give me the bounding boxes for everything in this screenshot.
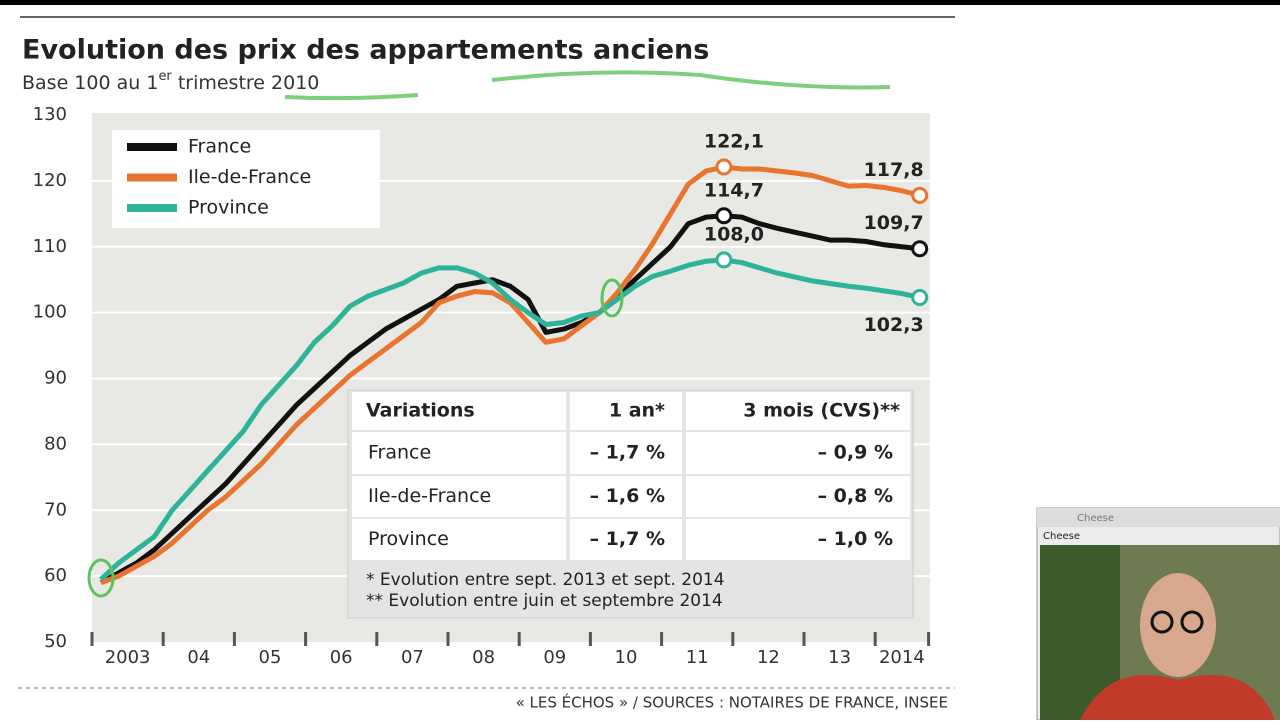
table-cell-text: – 0,9 %: [818, 442, 893, 464]
point-marker: [911, 240, 929, 258]
webcam-window: Cheese Cheese: [1036, 507, 1280, 721]
y-tick-label: 60: [44, 565, 67, 586]
table-note: ** Evolution entre juin et septembre 201…: [366, 591, 723, 611]
table-cell: [686, 519, 910, 560]
highlighter: [87, 558, 115, 598]
x-tick-label: 13: [828, 647, 851, 668]
video-shirt: [1080, 675, 1275, 720]
table-cell-text: Ile-de-France: [368, 485, 491, 507]
y-tick-label: 130: [33, 104, 67, 125]
video-face: [1140, 573, 1216, 677]
table-cell-text: – 1,0 %: [818, 528, 893, 550]
top-bar: [0, 0, 1280, 5]
table-cell: [686, 392, 910, 430]
data-label: 108,0: [704, 223, 764, 245]
y-tick-label: 90: [44, 368, 67, 389]
table-cell: [352, 392, 566, 430]
x-tick-label: 2014: [879, 647, 925, 668]
y-tick-label: 110: [33, 236, 67, 257]
x-tick-label: 11: [686, 647, 709, 668]
y-tick-label: 120: [33, 170, 67, 191]
table-cell: [352, 432, 566, 474]
table-cell-text: Province: [368, 528, 449, 550]
x-tick-label: 09: [543, 647, 566, 668]
table-cell: [352, 476, 566, 517]
series-line: [100, 164, 921, 586]
x-tick-label: 10: [615, 647, 638, 668]
x-tick-label: 12: [757, 647, 780, 668]
chart-title: Evolution des prix des appartements anci…: [22, 35, 709, 66]
y-tick-label: 50: [44, 631, 67, 652]
legend-label: Province: [188, 197, 269, 219]
series-line: [99, 213, 920, 585]
point-marker: [715, 158, 733, 176]
subtitle-part: Base 100 au 1: [22, 72, 158, 94]
data-label: 109,7: [864, 212, 924, 234]
data-label: 122,1: [704, 131, 764, 153]
legend-label: Ile-de-France: [188, 166, 311, 188]
point-marker: [911, 186, 929, 204]
table-cell: [570, 476, 682, 517]
table-cell: [686, 476, 910, 517]
point-marker: [715, 207, 733, 225]
source: « LES ÉCHOS » / SOURCES : NOTAIRES DE FR…: [516, 693, 948, 712]
table-header: Variations: [366, 400, 475, 422]
window-titlebar: [1037, 508, 1280, 527]
table-cell: [570, 392, 682, 430]
table-cell: [686, 432, 910, 474]
subtitle: Base 100 au 1er trimestre 2010: [22, 69, 319, 94]
series-line: [99, 257, 921, 582]
data-label: 114,7: [704, 179, 764, 201]
legend-label: France: [188, 136, 251, 158]
table-note: * Evolution entre sept. 2013 et sept. 20…: [366, 570, 725, 590]
x-tick-label: 04: [187, 647, 210, 668]
table-cell-text: – 1,7 %: [590, 442, 665, 464]
table-cell-text: – 1,7 %: [590, 528, 665, 550]
table-cell-text: France: [368, 442, 431, 464]
window-title: Cheese: [1077, 513, 1114, 524]
table-cell-text: – 1,6 %: [590, 485, 665, 507]
table-cell: [570, 432, 682, 474]
table-cell: [352, 519, 566, 560]
y-tick-label: 70: [44, 499, 67, 520]
video-glasses: [1180, 610, 1204, 634]
x-tick-label: 06: [330, 647, 353, 668]
y-tick-label: 80: [44, 433, 67, 454]
subtitle-sup: er: [158, 69, 172, 84]
x-tick-label: 05: [259, 647, 282, 668]
data-label: 102,3: [864, 314, 924, 336]
data-label: 117,8: [864, 159, 924, 181]
highlighter: [284, 70, 891, 101]
x-tick-label: 07: [401, 647, 424, 668]
table-cell-text: – 0,8 %: [818, 485, 893, 507]
y-tick-label: 100: [33, 302, 67, 323]
x-tick-label: 2003: [105, 647, 151, 668]
table-header: 1 an*: [609, 400, 665, 422]
x-tick-label: 08: [472, 647, 495, 668]
window-label: Cheese: [1043, 531, 1080, 542]
point-marker: [911, 288, 929, 306]
point-marker: [715, 251, 733, 269]
highlighter: [600, 278, 624, 318]
video-glasses: [1150, 610, 1174, 634]
subtitle-part: trimestre 2010: [172, 72, 320, 94]
table-cell: [570, 519, 682, 560]
table-header: 3 mois (CVS)**: [743, 400, 900, 422]
